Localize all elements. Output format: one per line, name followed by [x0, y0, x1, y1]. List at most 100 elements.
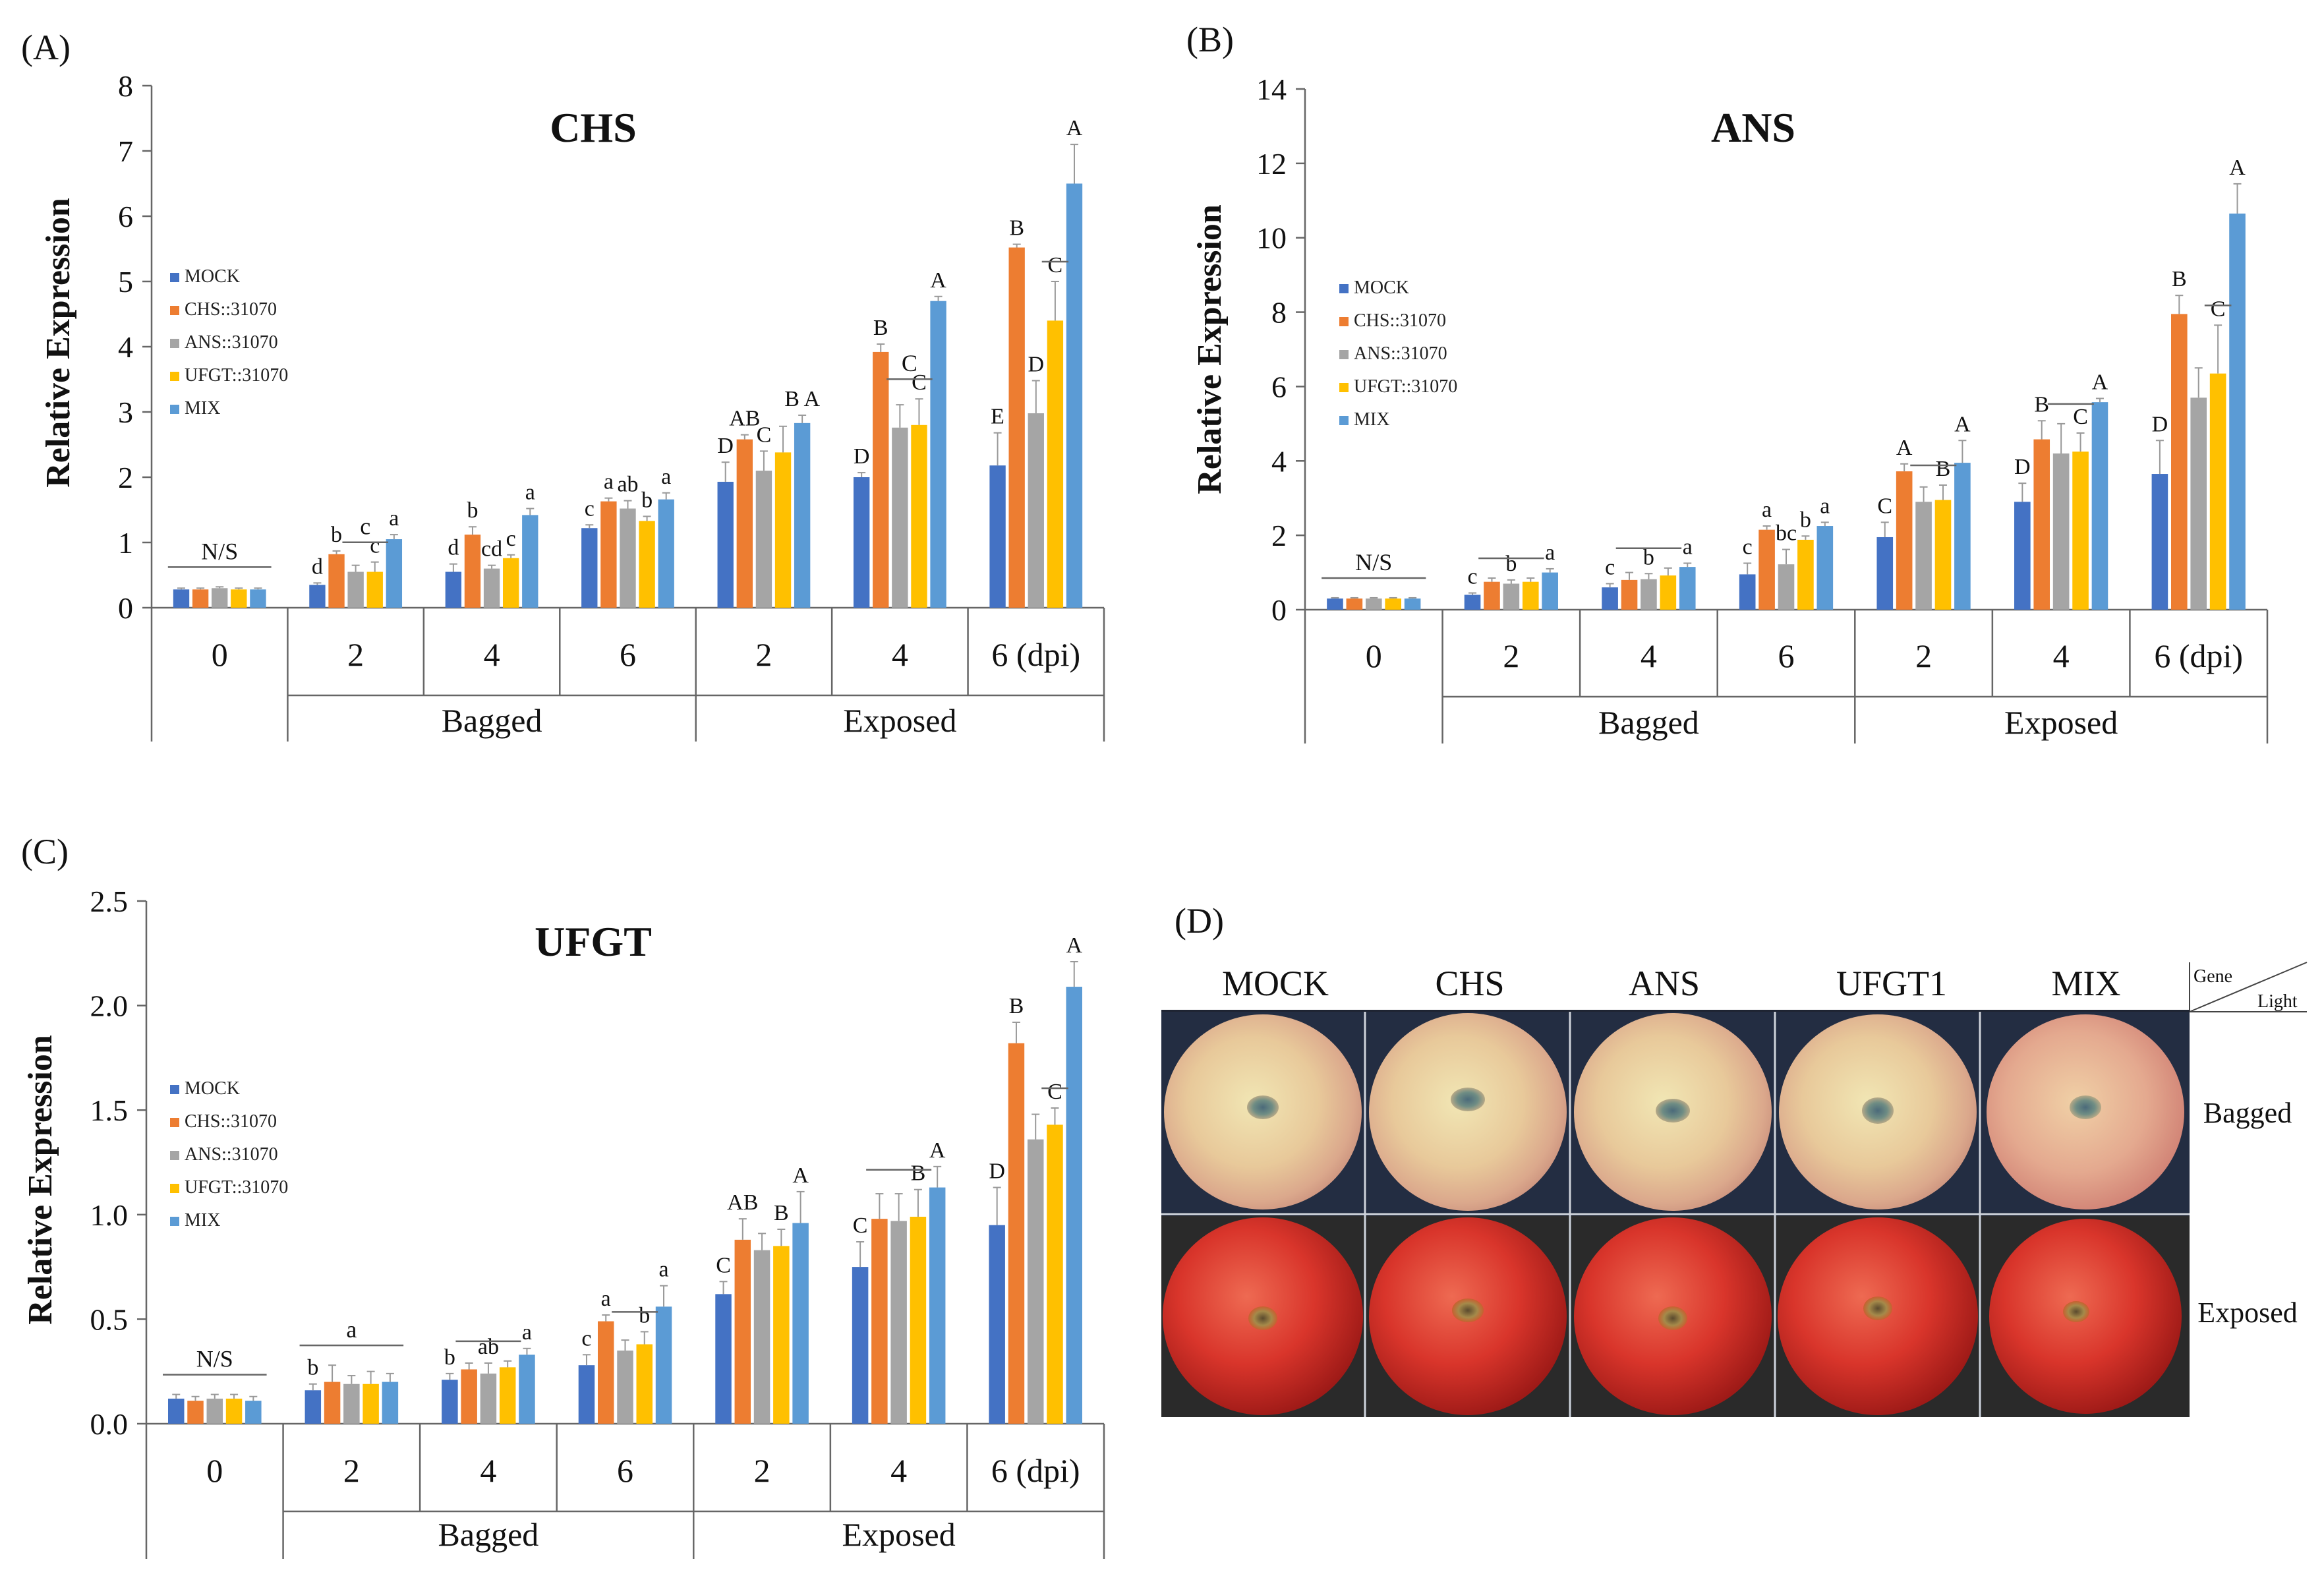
significance-letter: b: [641, 488, 653, 512]
bar: [617, 1350, 633, 1424]
legend-swatch: [170, 273, 179, 282]
bar: [1404, 598, 1421, 610]
bar: [639, 521, 655, 608]
category-label: 4: [480, 1452, 496, 1489]
legend-entry: MOCK: [1354, 277, 1409, 298]
group-label: Bagged: [438, 1516, 539, 1553]
bar: [1934, 500, 1952, 610]
bar: [1896, 471, 1913, 610]
legend-entry: MIX: [185, 398, 220, 419]
bar: [363, 1384, 379, 1424]
column-label-mock: MOCK: [1222, 964, 1329, 1003]
column-label-ufgt1: UFGT1: [1836, 964, 1947, 1003]
legend-entry: UFGT::31070: [185, 1177, 288, 1198]
significance-letter: C: [2073, 405, 2088, 429]
y-tick-label: 2.0: [90, 989, 129, 1023]
y-tick-label: 1: [118, 526, 133, 560]
significance-letter: c: [370, 534, 380, 558]
bar: [1008, 247, 1025, 608]
group-label: Exposed: [842, 1516, 956, 1553]
photo-exposed-ans: [1571, 1216, 1774, 1417]
significance-letter: D: [2152, 412, 2168, 436]
significance-letter: a: [1820, 494, 1830, 518]
bar: [328, 554, 345, 608]
significance-letter: D: [2014, 455, 2031, 479]
y-tick-label: 1.5: [90, 1093, 129, 1127]
y-tick-label: 5: [118, 265, 133, 299]
significance-letter: c: [585, 496, 595, 521]
grouping-label: N/S: [1355, 549, 1392, 575]
significance-letter: AB: [727, 1190, 758, 1215]
bar: [910, 1216, 927, 1424]
bar: [231, 589, 247, 608]
bar: [519, 1355, 535, 1424]
y-tick-label: 12: [1256, 147, 1287, 181]
y-tick-label: 4: [1271, 444, 1287, 478]
significance-letter: d: [312, 554, 323, 579]
category-label: 0: [1366, 637, 1382, 674]
column-label-chs: CHS: [1435, 964, 1504, 1003]
bar: [734, 1239, 751, 1424]
bar: [929, 1187, 946, 1424]
bar: [483, 568, 500, 608]
photo-bagged-mix: [1981, 1012, 2190, 1213]
photo-bagged-ans: [1571, 1012, 1774, 1213]
legend-swatch: [1339, 350, 1349, 359]
legend-swatch: [170, 1184, 179, 1193]
significance-letter: C: [1047, 1080, 1062, 1104]
bar: [386, 539, 403, 608]
significance-letter: c: [581, 1326, 591, 1351]
panel-d: (D) MOCK CHS ANS UFGT1 MIX Gene Light: [1161, 901, 2308, 1417]
chart-a-title: CHS: [550, 104, 637, 151]
bar: [1027, 1139, 1044, 1424]
bar: [1679, 567, 1696, 610]
bar: [1503, 583, 1520, 610]
bar: [1954, 463, 1971, 610]
bar: [773, 1246, 790, 1424]
bar: [892, 427, 908, 608]
category-label: 2: [755, 636, 772, 673]
significance-letter: D: [717, 434, 734, 458]
significance-letter: B: [2172, 267, 2187, 291]
y-tick-label: 2: [118, 461, 133, 494]
significance-letter: b: [444, 1345, 455, 1370]
legend-swatch: [170, 306, 179, 315]
legend-swatch: [170, 1085, 179, 1094]
category-label: 6 (dpi): [991, 636, 1080, 673]
panel-c-label: (C): [21, 832, 69, 871]
chart-c-title: UFGT: [535, 918, 652, 965]
bar: [187, 1401, 204, 1424]
bar: [324, 1382, 341, 1424]
bar: [1522, 581, 1539, 610]
bar: [445, 571, 462, 608]
bar: [600, 501, 617, 608]
row-label-exposed: Exposed: [2197, 1297, 2298, 1329]
bar: [1327, 598, 1343, 610]
y-tick-label: 0: [1271, 593, 1287, 627]
photo-grid: [1161, 1010, 2190, 1417]
significance-letter: D: [989, 1159, 1005, 1184]
y-tick-label: 0.0: [90, 1407, 129, 1441]
bar: [853, 477, 870, 608]
bar: [305, 1390, 322, 1424]
y-tick-label: 0.5: [90, 1302, 129, 1336]
bar: [206, 1398, 223, 1424]
significance-letter: B: [911, 1161, 926, 1186]
grouping-label: C: [902, 350, 917, 376]
significance-letter: A: [792, 1163, 809, 1188]
bar: [1816, 526, 1834, 610]
y-tick-label: 0: [118, 591, 133, 625]
category-label: 6 (dpi): [991, 1452, 1080, 1489]
bar: [792, 1223, 809, 1424]
category-label: 6: [1778, 637, 1795, 674]
category-label: 2: [347, 636, 364, 673]
significance-letter: A: [1066, 933, 1082, 958]
significance-letter: C: [1877, 494, 1892, 518]
bar: [173, 589, 190, 608]
significance-letter: c: [1743, 535, 1753, 559]
bar: [2091, 402, 2108, 610]
significance-letter: A: [1954, 412, 1971, 436]
bar: [1797, 539, 1814, 610]
chart-2: 0.0 0.5 1.0 1.5 2.0 2.5 0 2 4 6 2 4 6 (dpi) Bagged Exp…: [90, 885, 1105, 1559]
